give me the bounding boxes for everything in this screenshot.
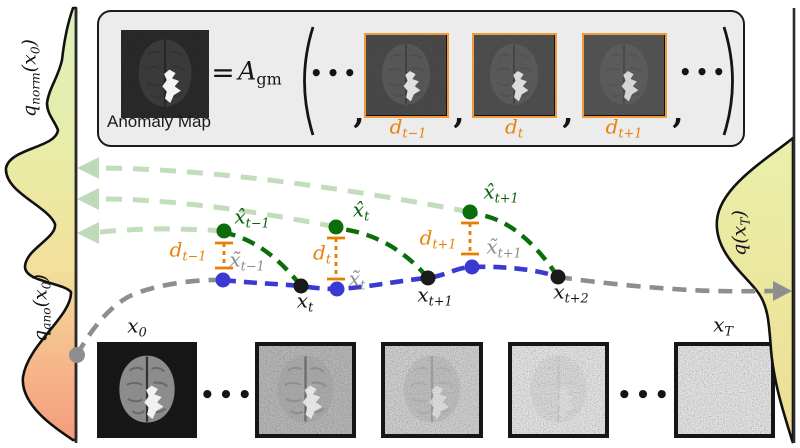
arrowhead-right [773, 281, 792, 301]
anomaly-map-image [121, 30, 209, 118]
anomaly-map-equation-box: Anomaly Map = Agm ••• ••• , , , , [97, 10, 745, 147]
mri-image-x0 [97, 342, 197, 438]
difference-image-2 [472, 33, 557, 118]
d-label-box-2: dt [505, 114, 523, 142]
blue-point-2 [329, 281, 345, 297]
comma-2: , [453, 93, 465, 131]
blue-point-1 [215, 272, 231, 288]
error-bars [215, 221, 479, 281]
arrowhead-left-middle [77, 188, 99, 210]
reverse-curve-top [91, 165, 471, 215]
right-distribution-shape [715, 135, 795, 444]
black-point-2 [420, 270, 436, 286]
gray-path-end [557, 274, 779, 294]
black-point-3 [550, 269, 566, 285]
estimation-curves [229, 211, 560, 288]
open-paren [303, 26, 315, 136]
reverse-arrowheads [77, 157, 99, 244]
black-point-1 [293, 278, 309, 294]
ellipsis-right: ••• [678, 60, 730, 84]
mri-image-xt [255, 342, 356, 438]
green-curve-2 [341, 226, 430, 280]
gray-path-start [74, 277, 224, 357]
green-curve-1 [229, 231, 303, 288]
comma-3: , [562, 93, 574, 131]
mri-image-xT [674, 342, 775, 438]
forward-trajectory [74, 274, 779, 357]
anomaly-map-label: Anomaly Map [107, 112, 211, 131]
reverse-curve-middle [91, 196, 337, 230]
difference-image-3 [582, 33, 667, 118]
green-point-3 [462, 204, 478, 220]
difference-image-1 [364, 33, 449, 118]
mri-image-xt1 [381, 342, 483, 438]
mri-image-xt2 [508, 342, 609, 438]
equals-sign: = [211, 56, 235, 89]
arrowhead-left-top [77, 157, 99, 179]
gray-start-point [69, 347, 85, 363]
trajectory-points [69, 204, 566, 363]
d-label-box-1: dt−1 [389, 114, 427, 142]
comma-4: , [672, 93, 684, 131]
reverse-curve-bottom [91, 226, 225, 236]
close-paren [722, 26, 734, 136]
left-distribution-shape [4, 6, 78, 442]
ellipsis-left: ••• [309, 61, 361, 85]
d-label-box-3: dt+1 [605, 114, 643, 142]
arrowhead-left-bottom [77, 222, 99, 244]
green-point-2 [328, 219, 344, 235]
blue-point-3 [464, 259, 480, 275]
blue-trajectory [222, 264, 559, 292]
comma-1: , [353, 93, 365, 131]
reverse-process-arrows [91, 165, 471, 236]
gm-aggregation-function: Agm [238, 56, 282, 89]
green-point-1 [216, 223, 232, 239]
